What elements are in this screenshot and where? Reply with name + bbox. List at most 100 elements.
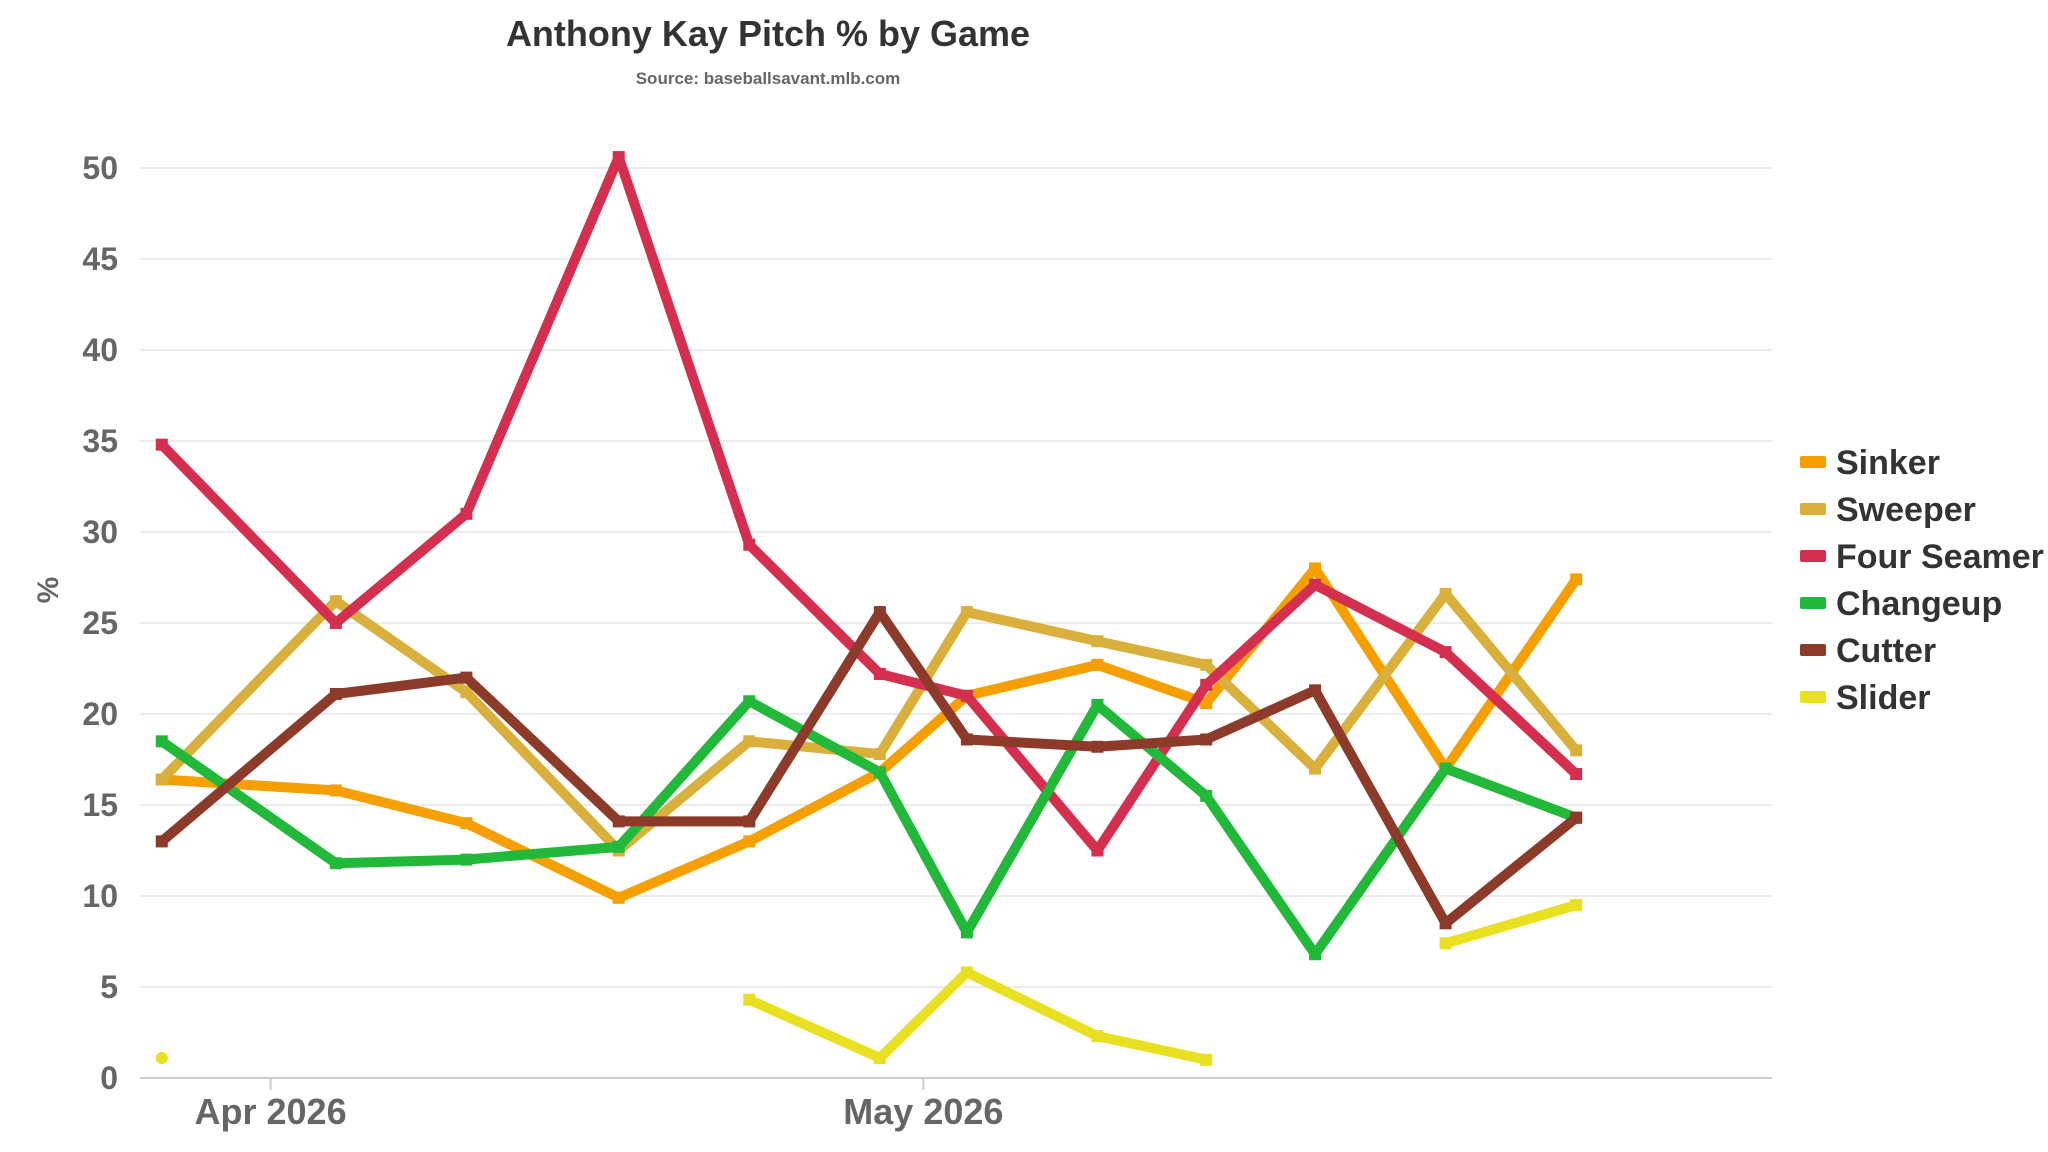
series-slider <box>155 899 1583 1066</box>
data-point-four-seamer <box>460 507 473 520</box>
data-point-sweeper <box>1570 744 1583 757</box>
data-point-four-seamer <box>743 538 756 551</box>
data-point-changeup <box>873 766 886 779</box>
data-point-sweeper <box>1200 658 1213 671</box>
data-point-sinker <box>329 784 342 797</box>
y-tick-label: 40 <box>82 332 118 368</box>
data-point-four-seamer <box>155 438 168 451</box>
data-point-cutter <box>1091 740 1104 753</box>
series-line-slider <box>1444 900 1578 949</box>
legend-swatch <box>1800 597 1826 609</box>
series-line-changeup <box>158 696 1578 960</box>
data-point-cutter <box>329 687 342 700</box>
data-point-sweeper <box>155 773 168 786</box>
y-axis-ticks: 0 5 10 15 20 25 30 35 40 45 50 <box>82 150 118 1096</box>
series-line-cutter <box>158 607 1580 929</box>
data-point-cutter <box>460 671 473 684</box>
data-point-slider <box>873 1051 886 1064</box>
chart-title: Anthony Kay Pitch % by Game <box>506 13 1030 54</box>
legend-label: Sweeper <box>1836 491 1976 529</box>
y-tick-label: 50 <box>82 150 118 186</box>
data-point-changeup <box>1200 789 1213 802</box>
series-changeup <box>155 695 1583 961</box>
data-point-sweeper <box>1309 762 1322 775</box>
data-point-cutter <box>1309 684 1322 697</box>
data-point-changeup <box>460 853 473 866</box>
data-point-sinker <box>1309 562 1322 575</box>
legend-item-four-seamer: Four Seamer <box>1800 538 2044 576</box>
data-point-slider <box>1439 937 1452 950</box>
data-point-changeup <box>960 926 973 939</box>
data-point-sinker <box>460 817 473 830</box>
legend-swatch <box>1800 456 1826 468</box>
data-point-slider <box>155 1051 168 1064</box>
data-point-cutter <box>155 835 168 848</box>
data-point-cutter <box>1200 733 1213 746</box>
data-point-changeup <box>743 695 756 708</box>
data-point-changeup <box>1091 698 1104 711</box>
data-point-sweeper <box>329 595 342 608</box>
legend-swatch <box>1800 503 1826 515</box>
series-line-sinker <box>161 563 1581 903</box>
data-point-four-seamer <box>960 689 973 702</box>
data-point-slider <box>743 993 756 1006</box>
y-tick-label: 30 <box>82 514 118 550</box>
data-point-sweeper <box>960 606 973 619</box>
data-point-changeup <box>1309 948 1322 961</box>
data-point-changeup <box>329 857 342 870</box>
series-cutter <box>155 606 1583 930</box>
legend-label: Slider <box>1836 679 1930 717</box>
data-point-four-seamer <box>1570 768 1583 781</box>
y-tick-label: 35 <box>82 423 118 459</box>
legend-label: Cutter <box>1836 632 1936 670</box>
legend-item-cutter: Cutter <box>1800 632 1936 670</box>
data-point-sinker <box>1091 658 1104 671</box>
data-point-four-seamer <box>612 151 625 164</box>
y-tick-label: 10 <box>82 878 118 914</box>
data-point-sinker <box>743 835 756 848</box>
x-axis-ticks: Apr 2026 May 2026 <box>195 1078 1003 1132</box>
y-tick-label: 0 <box>100 1060 118 1096</box>
legend-label: Four Seamer <box>1836 538 2044 576</box>
data-point-sweeper <box>460 686 473 699</box>
series-four-seamer <box>155 151 1583 857</box>
legend-swatch <box>1800 691 1826 703</box>
data-point-four-seamer <box>873 667 886 680</box>
x-tick-label: Apr 2026 <box>195 1091 347 1132</box>
series-line-slider <box>747 967 1208 1065</box>
y-tick-label: 20 <box>82 696 118 732</box>
data-point-four-seamer <box>1439 646 1452 659</box>
data-point-sinker <box>1570 573 1583 586</box>
data-point-changeup <box>1439 762 1452 775</box>
y-tick-label: 5 <box>100 969 118 1005</box>
data-point-sweeper <box>1091 635 1104 648</box>
series-line-four-seamer <box>158 152 1580 856</box>
legend-item-sinker: Sinker <box>1800 444 1940 482</box>
y-tick-label: 25 <box>82 605 118 641</box>
data-point-four-seamer <box>1200 678 1213 691</box>
data-point-four-seamer <box>1309 578 1322 591</box>
data-point-slider <box>960 966 973 979</box>
legend-item-slider: Slider <box>1800 679 1930 717</box>
legend-item-changeup: Changeup <box>1800 585 2002 623</box>
legend-label: Changeup <box>1836 585 2002 623</box>
x-tick-label: May 2026 <box>843 1091 1003 1132</box>
y-axis-label: % <box>32 577 65 604</box>
y-tick-label: 45 <box>82 241 118 277</box>
series-lines <box>155 151 1583 1066</box>
data-point-sinker <box>1200 697 1213 710</box>
data-point-slider <box>1091 1030 1104 1043</box>
data-point-sweeper <box>1439 587 1452 600</box>
data-point-cutter <box>1439 917 1452 930</box>
data-point-cutter <box>743 815 756 828</box>
data-point-sweeper <box>743 735 756 748</box>
legend: Sinker Sweeper Four Seamer Changeup Cutter Sl… <box>1800 444 2044 717</box>
data-point-changeup <box>612 840 625 853</box>
y-tick-label: 15 <box>82 787 118 823</box>
data-point-changeup <box>155 735 168 748</box>
chart-subtitle: Source: baseballsavant.mlb.com <box>636 69 901 88</box>
legend-swatch <box>1800 550 1826 562</box>
data-point-four-seamer <box>329 617 342 629</box>
data-point-cutter <box>1570 811 1583 824</box>
